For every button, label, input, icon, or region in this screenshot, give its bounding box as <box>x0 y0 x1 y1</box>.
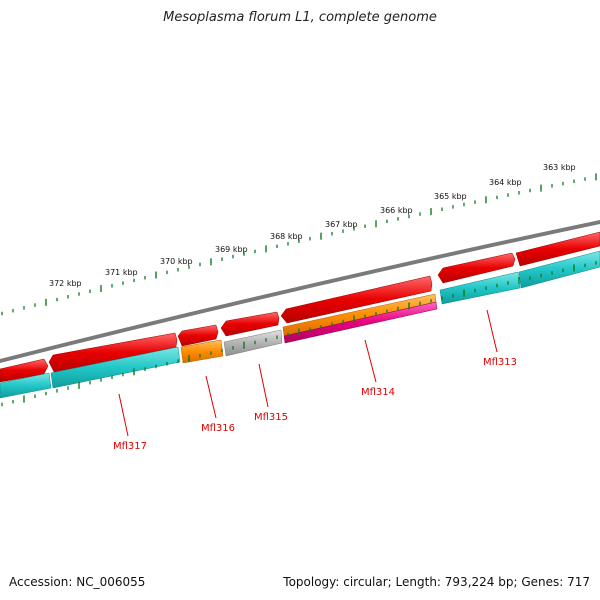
kbp-label: 368 kbp <box>270 232 303 241</box>
accession-text: Accession: NC_006055 <box>9 575 146 589</box>
gene-arrow <box>515 231 600 267</box>
gene-arrow <box>437 252 516 284</box>
leader-line <box>486 309 498 353</box>
map-title: Mesoplasma florum L1, complete genome <box>163 10 437 25</box>
magenta-feature <box>283 301 438 344</box>
ruler-ticks-inner <box>1 261 597 407</box>
leader-line <box>118 393 129 437</box>
kbp-label: 371 kbp <box>105 268 138 277</box>
leader-line <box>205 375 217 419</box>
leader-line <box>364 339 377 383</box>
forward-gene-track <box>0 231 600 383</box>
gray-feature <box>223 329 283 357</box>
gene-label-leaders <box>118 309 498 437</box>
gene-arrow <box>48 332 178 373</box>
gene-label: Mfl315 <box>254 412 288 423</box>
kbp-label: 366 kbp <box>380 206 413 215</box>
kbp-label: 372 kbp <box>49 279 82 288</box>
gene-label: Mfl317 <box>113 441 147 452</box>
kbp-label: 370 kbp <box>160 257 193 266</box>
cds-feature <box>518 250 600 289</box>
leader-line <box>258 363 269 408</box>
ruler-labels: 363 kbp 364 kbp 365 kbp 366 kbp 367 kbp … <box>49 163 576 288</box>
gene-arrow <box>177 324 219 347</box>
gene-label: Mfl314 <box>361 387 395 398</box>
kbp-label: 365 kbp <box>434 192 467 201</box>
cds-feature <box>0 372 52 399</box>
genome-backbone <box>0 220 600 363</box>
gene-arrow <box>0 358 49 383</box>
gene-labels: Mfl313 Mfl314 Mfl315 Mfl316 Mfl317 <box>113 357 517 452</box>
cds-feature <box>439 271 521 305</box>
gene-arrow <box>280 275 433 324</box>
gene-label: Mfl313 <box>483 357 517 368</box>
cds-feature-track <box>0 250 600 399</box>
ruler-ticks-outer <box>1 173 597 316</box>
kbp-label: 363 kbp <box>543 163 576 172</box>
cds-feature <box>50 346 181 389</box>
gene-label: Mfl316 <box>201 423 235 434</box>
genome-summary-text: Topology: circular; Length: 793,224 bp; … <box>283 575 590 589</box>
kbp-label: 369 kbp <box>215 245 248 254</box>
kbp-label: 364 kbp <box>489 178 522 187</box>
kbp-label: 367 kbp <box>325 220 358 229</box>
gene-arrow <box>220 311 280 337</box>
orange-feature <box>180 339 224 364</box>
